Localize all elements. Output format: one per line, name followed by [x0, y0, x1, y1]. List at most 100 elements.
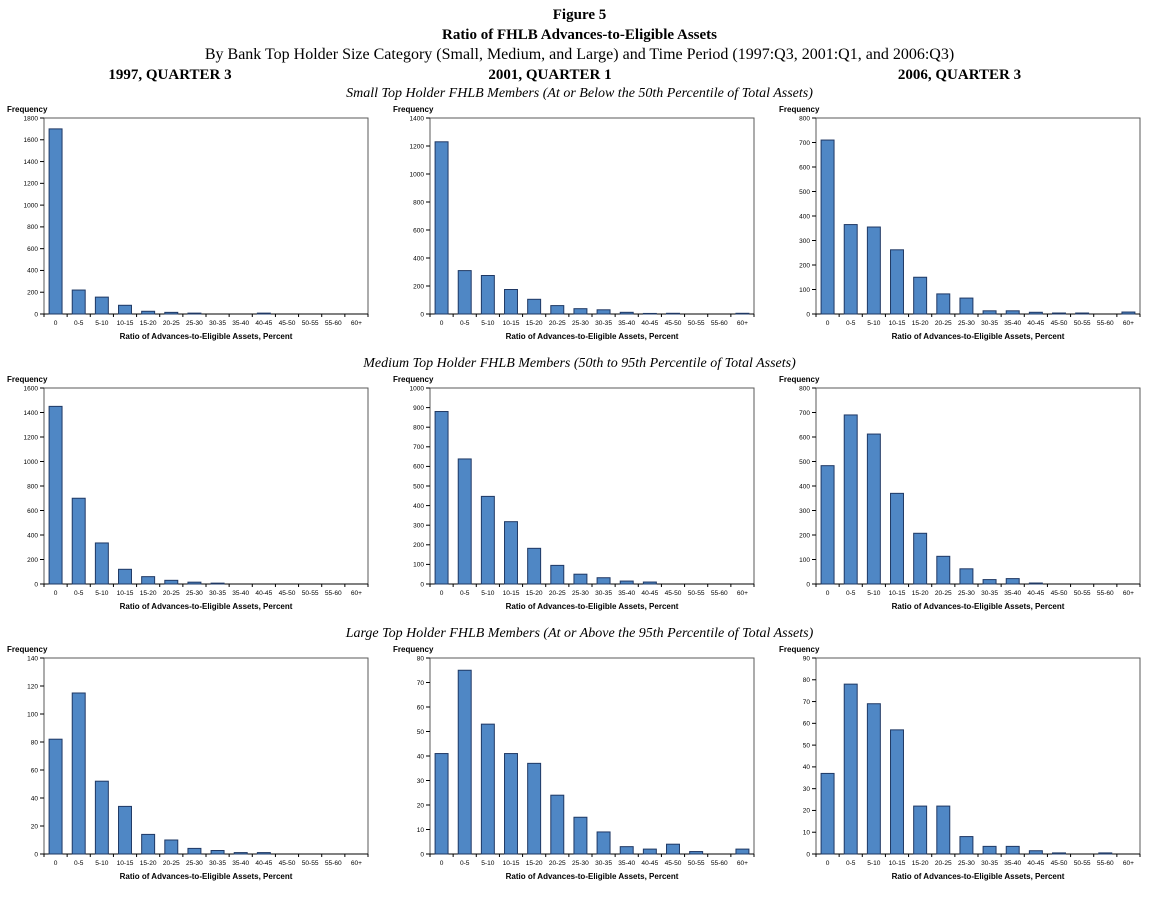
- y-axis: 0 100 200 300 400 500 600 700 800 900 1000: [410, 385, 430, 588]
- bar-0: [434, 752, 449, 855]
- svg-text:0: 0: [54, 320, 58, 327]
- bar-0: [48, 405, 63, 585]
- x-axis-title: Ratio of Advances-to-Eligible Assets, Pe…: [506, 872, 679, 881]
- svg-text:1200: 1200: [24, 180, 39, 187]
- svg-text:0-5: 0-5: [74, 320, 84, 327]
- svg-text:600: 600: [27, 508, 38, 515]
- bar-10-15: [118, 805, 132, 855]
- svg-text:200: 200: [799, 532, 810, 539]
- svg-text:1000: 1000: [24, 202, 39, 209]
- svg-text:30-35: 30-35: [595, 320, 612, 327]
- svg-text:500: 500: [799, 189, 810, 196]
- svg-text:5-10: 5-10: [867, 320, 881, 327]
- svg-text:80: 80: [803, 677, 811, 684]
- bar-10-15: [504, 520, 518, 585]
- x-axis-title: Ratio of Advances-to-Eligible Assets, Pe…: [892, 602, 1065, 611]
- bar-15-20: [141, 575, 156, 585]
- bar-5-10: [866, 703, 881, 855]
- bar-20-25: [550, 564, 565, 585]
- svg-text:0: 0: [440, 590, 444, 597]
- svg-text:1200: 1200: [24, 434, 39, 441]
- bar-0: [434, 141, 449, 315]
- svg-text:45-50: 45-50: [1051, 860, 1068, 867]
- bar-15-20: [527, 762, 542, 855]
- svg-text:25-30: 25-30: [958, 590, 975, 597]
- bar-20-25: [164, 311, 179, 315]
- svg-text:40-45: 40-45: [255, 320, 272, 327]
- y-axis-title: Frequency: [7, 105, 48, 114]
- bar-10-15: [504, 752, 518, 855]
- svg-text:40: 40: [803, 764, 811, 771]
- bar-15-20: [527, 547, 542, 585]
- svg-text:140: 140: [27, 655, 38, 662]
- svg-text:60+: 60+: [737, 320, 748, 327]
- bar-5-10: [94, 296, 109, 315]
- svg-text:0: 0: [34, 311, 38, 318]
- x-axis-title: Ratio of Advances-to-Eligible Assets, Pe…: [120, 602, 293, 611]
- bar-15-20: [913, 805, 928, 855]
- svg-text:25-30: 25-30: [186, 590, 203, 597]
- svg-text:20: 20: [31, 823, 39, 830]
- bar-40-45: [256, 312, 271, 315]
- figure-label: Figure 5: [552, 7, 607, 23]
- bar-5-10: [94, 780, 109, 855]
- bar-30-35: [210, 582, 225, 585]
- svg-text:600: 600: [413, 227, 424, 234]
- svg-text:60+: 60+: [1123, 320, 1134, 327]
- svg-text:60: 60: [417, 704, 425, 711]
- bar-50-55: [689, 850, 704, 855]
- svg-text:0: 0: [806, 581, 810, 588]
- bar-0-5: [457, 458, 472, 585]
- svg-text:200: 200: [27, 557, 38, 564]
- bar-35-40: [619, 311, 634, 315]
- bar-45-50: [666, 843, 680, 855]
- svg-text:45-50: 45-50: [665, 320, 682, 327]
- svg-text:900: 900: [413, 405, 424, 412]
- svg-text:40-45: 40-45: [255, 590, 272, 597]
- bar-15-20: [913, 276, 928, 315]
- svg-text:40-45: 40-45: [641, 590, 658, 597]
- svg-text:800: 800: [27, 483, 38, 490]
- chart-medium-1997q3: Frequency 0 200 400 600 800 1000 1200 1400 1600 0 0…: [2, 372, 388, 624]
- svg-text:1000: 1000: [24, 459, 39, 466]
- svg-text:120: 120: [27, 683, 38, 690]
- chart-medium-2006q3: Frequency 0 100 200 300 400 500 600 700 800 0 0-5 5-…: [774, 372, 1159, 624]
- svg-text:30-35: 30-35: [209, 320, 226, 327]
- column-header-1997q3: 1997, QUARTER 3: [108, 66, 232, 83]
- bar-15-20: [527, 298, 542, 315]
- svg-text:50-55: 50-55: [688, 590, 705, 597]
- svg-text:100: 100: [799, 287, 810, 294]
- svg-text:800: 800: [799, 385, 810, 392]
- svg-text:0: 0: [826, 860, 830, 867]
- x-axis: 0 0-5 5-10 10-15 15-20 20-25 25-30 30-35 35-40 40…: [43, 313, 369, 327]
- svg-text:50-55: 50-55: [1074, 590, 1091, 597]
- svg-text:5-10: 5-10: [867, 860, 881, 867]
- svg-text:1400: 1400: [410, 115, 425, 122]
- figure-title: Ratio of FHLB Advances-to-Eligible Asset…: [441, 26, 717, 43]
- bar-5-10: [480, 274, 495, 315]
- svg-text:25-30: 25-30: [958, 320, 975, 327]
- histogram-medium-2001q1: Frequency 0 100 200 300 400 500 600 700 800 900 100…: [393, 375, 755, 611]
- chart-medium-2001q1: Frequency 0 100 200 300 400 500 600 700 800 900 100…: [388, 372, 774, 624]
- y-axis-title: Frequency: [779, 645, 820, 654]
- histogram-small-1997q3: Frequency 0 200 400 600 800 1000 1200 1400 1600 18…: [7, 105, 369, 341]
- y-axis-title: Frequency: [779, 105, 820, 114]
- svg-text:20: 20: [417, 802, 425, 809]
- svg-text:700: 700: [799, 410, 810, 417]
- svg-text:10-15: 10-15: [117, 320, 134, 327]
- svg-text:700: 700: [413, 444, 424, 451]
- svg-text:600: 600: [413, 463, 424, 470]
- svg-text:0: 0: [34, 851, 38, 858]
- y-axis-title: Frequency: [779, 375, 820, 384]
- svg-text:70: 70: [417, 680, 425, 687]
- svg-text:20-25: 20-25: [163, 590, 180, 597]
- svg-text:20-25: 20-25: [163, 320, 180, 327]
- svg-text:70: 70: [803, 699, 811, 706]
- svg-text:55-60: 55-60: [325, 860, 342, 867]
- bar-25-30: [573, 816, 588, 855]
- x-axis-title: Ratio of Advances-to-Eligible Assets, Pe…: [506, 332, 679, 341]
- figure-header: Figure 5 Ratio of FHLB Advances-to-Eligi…: [0, 6, 1159, 66]
- svg-text:1800: 1800: [24, 115, 39, 122]
- svg-text:10-15: 10-15: [889, 320, 906, 327]
